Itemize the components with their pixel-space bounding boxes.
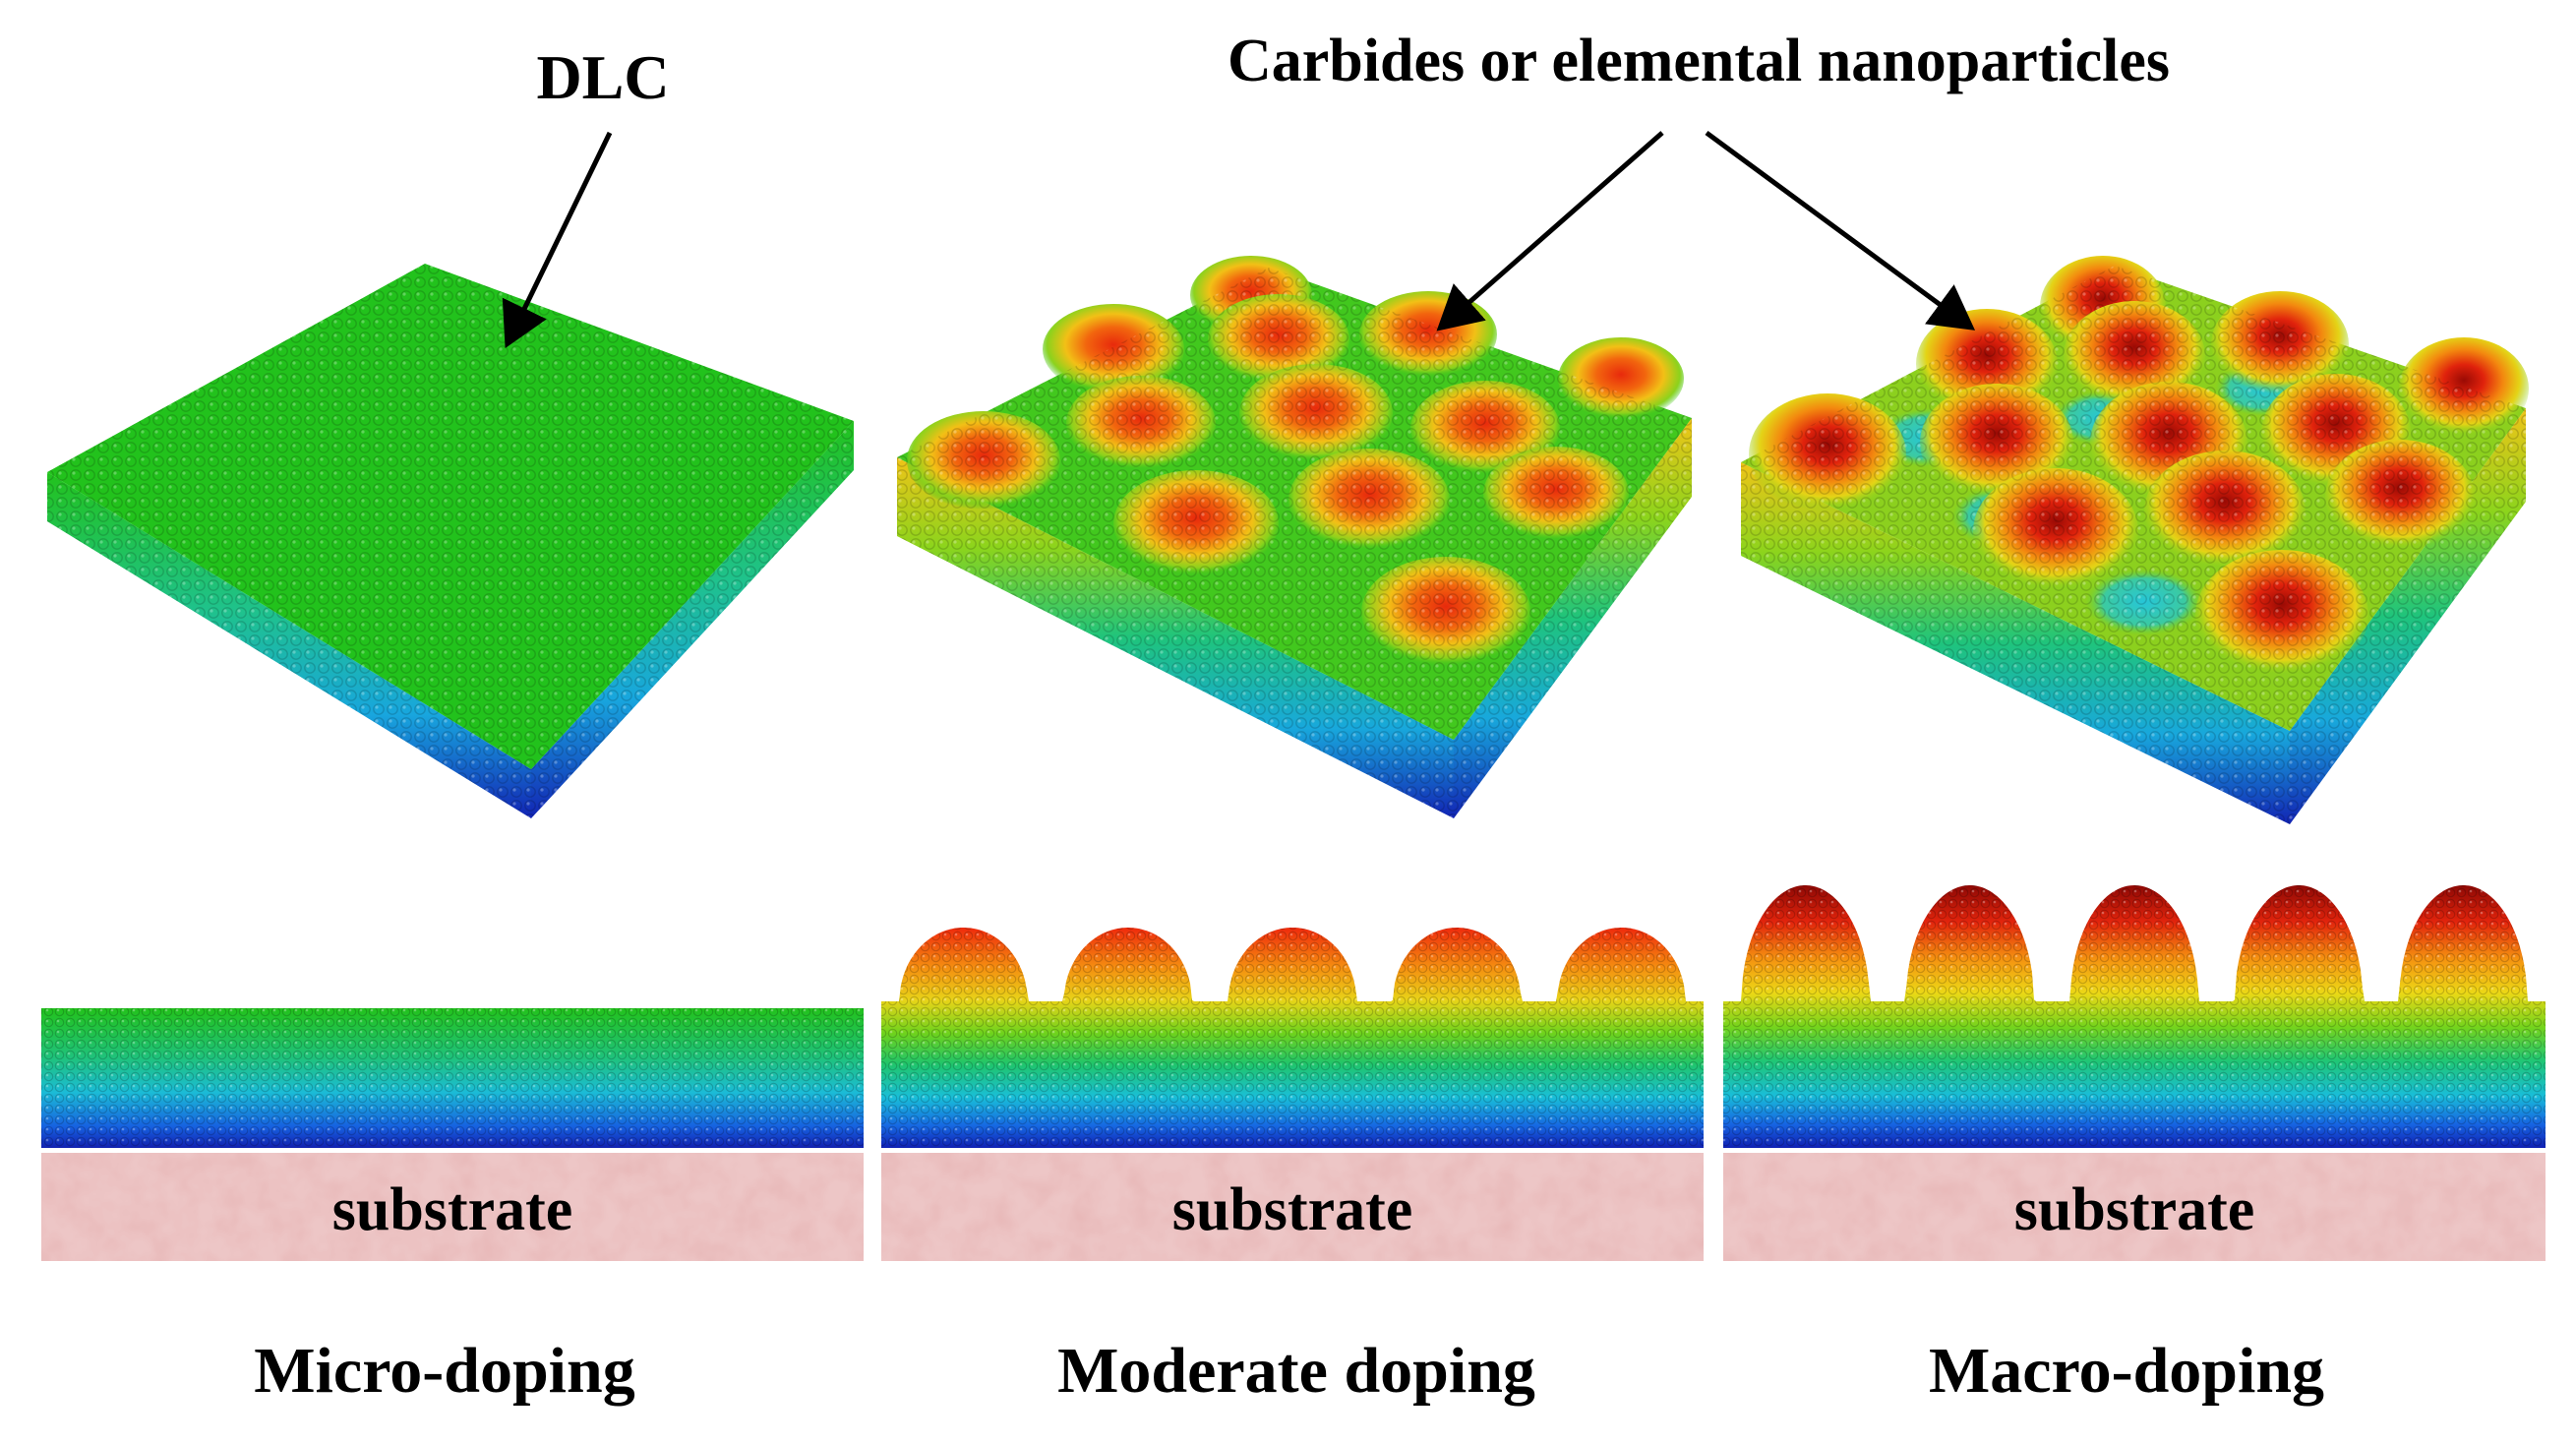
annotation-arrows [502,130,1976,348]
micro-doping-caption: Micro-doping [254,1335,634,1407]
macro-slab-3d [1741,256,2529,824]
moderate-cross-section [881,928,1704,1261]
moderate-substrate-label: substrate [1172,1176,1413,1243]
nanoparticle-arrow-moderate [1436,131,1664,331]
moderate-substrate [881,1153,1704,1261]
macro-substrate [1723,1153,2546,1261]
dlc-label: DLC [536,42,669,112]
nanoparticles-label: Carbides or elemental nanoparticles [1228,28,2170,94]
micro-substrate-label: substrate [332,1176,573,1243]
micro-cross-section [41,1008,864,1261]
macro-substrate-label: substrate [2014,1176,2255,1243]
moderate-slab-3d [897,256,1692,818]
nanoparticle-arrow-macro [1705,130,1976,331]
micro-substrate [41,1153,864,1261]
macro-doping-caption: Macro-doping [1929,1335,2324,1407]
moderate-doping-caption: Moderate doping [1057,1335,1535,1407]
dlc-arrow [502,131,613,348]
micro-slab-3d [47,264,854,818]
macro-cross-section [1723,885,2546,1261]
